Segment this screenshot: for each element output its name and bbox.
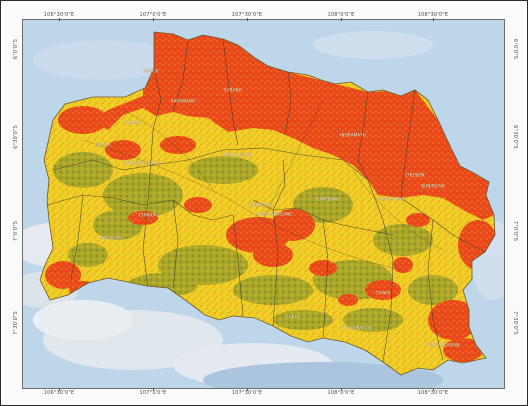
tick-mark — [341, 18, 342, 21]
roads — [82, 99, 444, 271]
region-label-indramayu: INDRAMAYU — [340, 132, 366, 138]
region-label-tasikmalaya: TASIKMALAYA — [343, 325, 373, 331]
map-graphic — [23, 20, 504, 388]
region-label-majalengka: MAJALENGKA — [376, 196, 406, 202]
region-label-karawang: KARAWANG — [170, 98, 196, 104]
graticule-label-bottom: 108°30'0"E — [417, 390, 449, 396]
graticule-label-bottom: 107°0'0"E — [139, 390, 167, 396]
tick-mark — [341, 388, 342, 391]
tick-mark — [433, 18, 434, 21]
graticule-label-right: 7°30'0"S — [512, 311, 518, 335]
coastline — [39, 31, 496, 376]
tick-mark — [247, 18, 248, 21]
graticule-label-bottom: 108°0'0"E — [327, 390, 355, 396]
tick-mark — [153, 18, 154, 21]
graticule-label-top: 107°30'0"E — [231, 12, 263, 18]
cloud-cover — [23, 31, 504, 388]
graticule-label-left: 6°30'0"S — [13, 125, 19, 149]
region-label-bogor: BOGOR — [95, 142, 111, 148]
region-label-kuningan: KUNINGAN — [421, 183, 445, 189]
region-label-garut: GARUT — [285, 314, 301, 320]
region-label-cirebon: CIREBON — [405, 172, 425, 178]
tick-mark — [433, 388, 434, 391]
region-label-bandung: BANDUNG — [250, 202, 272, 208]
graticule-label-top: 107°0'0"E — [139, 12, 167, 18]
graticule-label-bottom: 107°30'0"E — [231, 390, 263, 396]
graticule-label-bottom: 106°30'0"E — [43, 390, 75, 396]
region-label-sukabumi: SUKABUMI — [99, 235, 123, 241]
graticule-label-left: 6°0'0"S — [13, 38, 19, 60]
region-label-subang: SUBANG — [223, 87, 243, 93]
graticule-label-right: 6°30'0"S — [512, 125, 518, 149]
tick-mark — [153, 388, 154, 391]
map-panel: BEKASI KARAWANG SUBANG INDRAMAYU BOGOR P… — [22, 19, 505, 389]
graticule-label-right: 7°0'0"S — [512, 220, 518, 242]
graticule-label-right: 6°0'0"S — [512, 38, 518, 60]
graticule-label-top: 106°30'0"E — [43, 12, 75, 18]
region-label-sumedang: SUMEDANG — [315, 196, 341, 202]
tick-mark — [247, 388, 248, 391]
region-label-depok: DEPOK — [125, 120, 141, 126]
district-boundaries — [46, 38, 486, 363]
region-label-kota-bandung: KOTA BANDUNG — [257, 211, 293, 217]
region-label-cianjur: CIANJUR — [139, 212, 157, 218]
tick-mark — [59, 388, 60, 391]
tick-mark — [59, 18, 60, 21]
region-label-bandung-barat: BANDUNG BARAT — [124, 160, 162, 166]
graticule-label-left: 7°30'0"S — [13, 311, 19, 335]
graticule-label-top: 108°30'0"E — [417, 12, 449, 18]
region-label-bekasi: BEKASI — [143, 68, 159, 74]
graticule-label-top: 108°0'0"E — [327, 12, 355, 18]
region-label-purwakarta: PURWAKARTA — [223, 152, 253, 158]
region-label-ciamis: CIAMIS — [375, 290, 391, 296]
graticule-label-left: 7°0'0"S — [13, 220, 19, 242]
region-label-pangandaran: PANGANDARAN — [426, 342, 460, 348]
